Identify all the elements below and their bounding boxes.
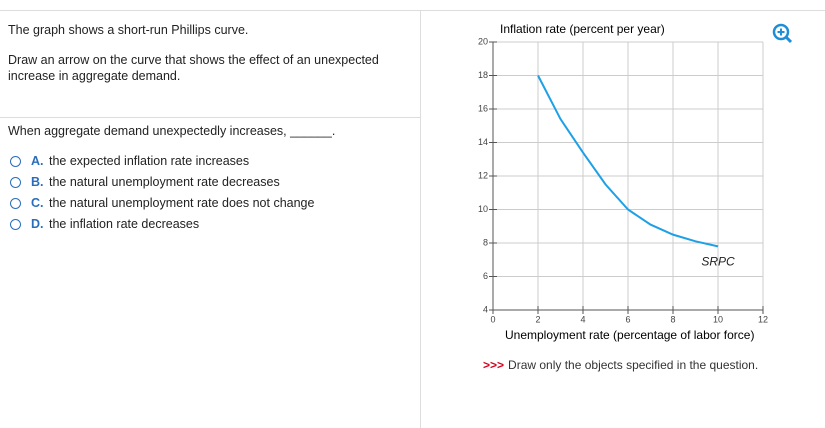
chart: Inflation rate (percent per year) Unempl… (478, 22, 793, 372)
footer: >>> Draw only the objects specified in th… (483, 358, 758, 372)
x-tick-label: 6 (625, 314, 630, 324)
y-tick-label: 6 (483, 271, 488, 281)
footer-marker: >>> (483, 358, 504, 372)
option-text: the expected inflation rate increases (49, 154, 250, 168)
option-letter: B. (31, 175, 44, 189)
divider (420, 11, 421, 428)
option[interactable]: A. the expected inflation rate increases (10, 154, 249, 168)
x-tick-label: 4 (580, 314, 585, 324)
option-text: the natural unemployment rate decreases (49, 175, 280, 189)
radio-button[interactable] (10, 197, 21, 209)
option[interactable]: B. the natural unemployment rate decrease… (10, 175, 280, 189)
y-tick-label: 4 (483, 304, 488, 314)
y-tick-label: 8 (483, 237, 488, 247)
y-tick-label: 18 (478, 70, 488, 80)
x-tick-label: 0 (490, 314, 495, 324)
divider (0, 10, 825, 11)
y-tick-label: 14 (478, 137, 488, 147)
x-tick-label: 12 (758, 314, 768, 324)
option[interactable]: C. the natural unemployment rate does not… (10, 196, 314, 210)
option[interactable]: D. the inflation rate decreases (10, 217, 199, 231)
y-tick-label: 10 (478, 204, 488, 214)
stem: When aggregate demand unexpectedly incre… (8, 124, 336, 138)
radio-button[interactable] (10, 176, 21, 188)
option-letter: A. (31, 154, 44, 168)
divider (0, 117, 420, 118)
series-label: SRPC (701, 255, 735, 269)
x-tick-label: 8 (670, 314, 675, 324)
x-tick-label: 2 (535, 314, 540, 324)
prompt: The graph shows a short-run Phillips cur… (8, 23, 249, 37)
radio-button[interactable] (10, 218, 21, 230)
option-letter: C. (31, 196, 44, 210)
y-tick-label: 16 (478, 103, 488, 113)
footer-text: Draw only the objects specified in the q… (508, 358, 758, 372)
y-tick-label: 20 (478, 36, 488, 46)
x-axis-label: Unemployment rate (percentage of labor f… (505, 328, 754, 342)
curve (537, 75, 719, 248)
radio-button[interactable] (10, 155, 21, 167)
option-text: the natural unemployment rate does not c… (49, 196, 315, 210)
x-tick-label: 10 (713, 314, 723, 324)
y-tick-label: 12 (478, 170, 488, 180)
plot: 4 6 8 10 12 14 16 18 20 0 2 4 6 8 10 12 SRPC (478, 36, 768, 324)
instruction: Draw an arrow on the curve that shows th… (8, 53, 379, 83)
option-letter: D. (31, 217, 44, 231)
zoom-icon[interactable] (772, 23, 793, 44)
y-axis-label: Inflation rate (percent per year) (500, 22, 665, 36)
option-text: the inflation rate decreases (49, 217, 200, 231)
